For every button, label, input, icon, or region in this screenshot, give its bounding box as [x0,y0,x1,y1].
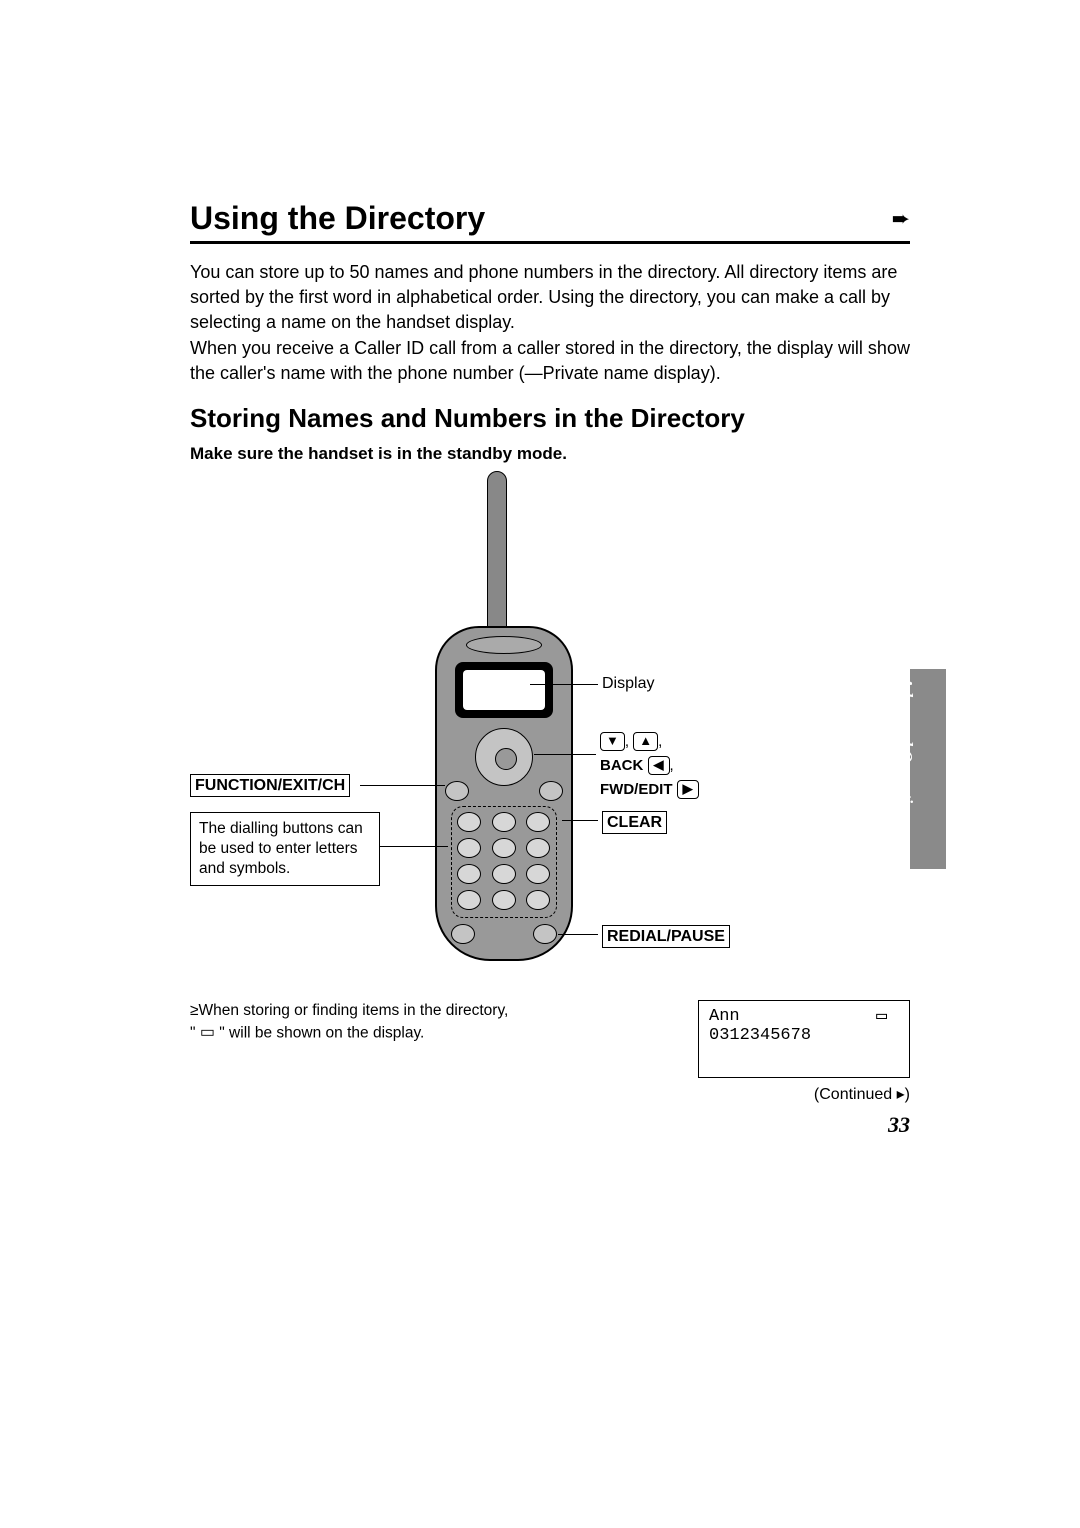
key [492,864,516,884]
bottom-left-button [451,924,475,944]
standby-note: Make sure the handset is in the standby … [190,444,910,464]
fwd-edit-label: FWD/EDIT [600,781,673,798]
example-name: Ann [709,1007,899,1026]
page-number: 33 [190,1112,910,1138]
leader-line [534,754,596,755]
up-key-icon: ▲ [633,732,658,751]
title-row: Using the Directory ➨ [190,200,910,244]
function-exit-ch-label: FUNCTION/EXIT/CH [190,774,350,797]
key [457,890,481,910]
continued-arrow-icon: ▸ [897,1086,905,1103]
handset-diagram: Display ▼, ▲, BACK ◀, FWD/EDIT ▶ FUNCTIO… [190,476,910,996]
key [457,864,481,884]
key [492,838,516,858]
keypad [457,812,551,910]
leader-line [360,785,445,786]
display-label: Display [602,675,654,693]
display-example: ▭ Ann 0312345678 [698,1000,910,1078]
key [526,890,550,910]
leader-line [558,934,598,935]
key [492,812,516,832]
left-key-icon: ◀ [648,756,670,775]
page-title: Using the Directory [190,200,485,237]
continue-arrow-icon: ➨ [892,206,910,232]
key [457,838,481,858]
leader-line [380,846,448,847]
nav-pad [475,728,533,786]
right-key-icon: ▶ [677,780,699,799]
redial-pause-label: REDIAL/PAUSE [602,925,730,948]
phone-illustration [415,476,593,974]
down-key-icon: ▼ [600,732,625,751]
leader-line [530,684,598,685]
book-icon: ▭ [200,1024,215,1041]
redial-button [533,924,557,944]
book-icon: ▭ [876,1005,887,1027]
key [492,890,516,910]
dial-note-box: The dialling buttons can be used to ente… [190,812,380,886]
footnote-text: ≥When storing or finding items in the di… [190,1000,668,1044]
display-example-col: ▭ Ann 0312345678 (Continued ▸) [698,1000,910,1104]
function-button [445,781,469,801]
back-label: BACK [600,757,643,774]
section-subtitle: Storing Names and Numbers in the Directo… [190,404,910,434]
continued-label: (Continued ▸) [698,1084,910,1104]
clear-label: CLEAR [602,811,667,834]
key [526,864,550,884]
phone-screen [463,670,545,710]
intro-text: You can store up to 50 names and phone n… [190,260,910,386]
nav-key-labels: ▼, ▲, BACK ◀, FWD/EDIT ▶ [600,730,699,802]
clear-button [539,781,563,801]
dial-note-text: The dialling buttons can be used to ente… [199,820,363,877]
leader-line [562,820,598,821]
key [457,812,481,832]
example-number: 0312345678 [709,1026,899,1045]
key [526,812,550,832]
section-tab: Advanced Operation [910,669,946,869]
speaker [466,636,542,654]
key [526,838,550,858]
section-tab-text: Advanced Operation [896,677,916,861]
footnote-row: ≥When storing or finding items in the di… [190,1000,910,1104]
